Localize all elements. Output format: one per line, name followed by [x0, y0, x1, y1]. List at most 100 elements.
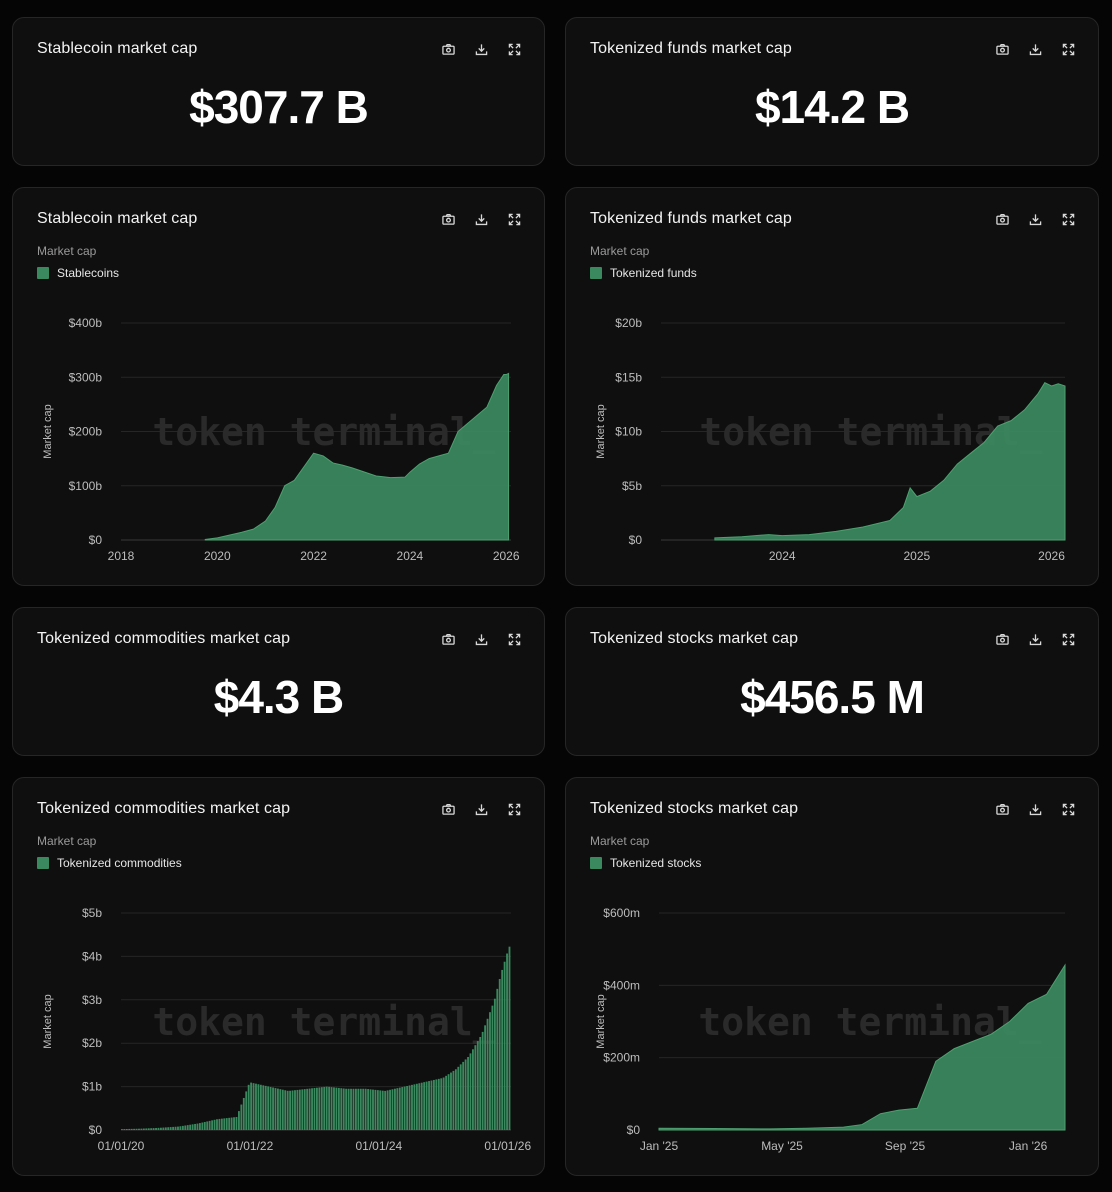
camera-icon[interactable] — [994, 801, 1010, 817]
bar — [413, 1084, 416, 1130]
legend-item[interactable]: Tokenized commodities — [37, 856, 182, 870]
expand-icon[interactable] — [506, 41, 522, 57]
legend-swatch — [37, 857, 49, 869]
bar — [340, 1088, 343, 1130]
download-icon[interactable] — [1027, 631, 1043, 647]
bar — [425, 1081, 428, 1130]
kpi-value: $456.5 M — [740, 671, 925, 723]
legend-item[interactable]: Stablecoins — [37, 266, 119, 280]
download-icon[interactable] — [1027, 801, 1043, 817]
card-title: Tokenized stocks market cap — [590, 800, 799, 817]
bar — [374, 1089, 377, 1130]
camera-icon[interactable] — [994, 41, 1010, 57]
x-tick-label: 01/01/26 — [484, 1139, 531, 1153]
camera-icon[interactable] — [994, 211, 1010, 227]
bar — [142, 1128, 145, 1130]
chart-plot[interactable]: $0 $1b $2b $3b $4b $5b token terminal_ Market c… — [13, 778, 546, 1177]
bar — [203, 1121, 206, 1130]
bar — [235, 1117, 238, 1130]
download-icon[interactable] — [473, 631, 489, 647]
camera-icon[interactable] — [440, 801, 456, 817]
bar — [469, 1053, 472, 1130]
y-tick-label: $15b — [615, 370, 642, 384]
expand-icon[interactable] — [506, 631, 522, 647]
legend-item[interactable]: Tokenized stocks — [590, 856, 701, 870]
expand-icon[interactable] — [506, 211, 522, 227]
card-title: Tokenized commodities market cap — [37, 630, 291, 647]
x-tick-label: 2022 — [300, 549, 327, 563]
bar — [211, 1120, 214, 1130]
bar — [457, 1066, 460, 1130]
bar — [242, 1097, 245, 1130]
chart-subtitle: Market cap — [590, 244, 650, 258]
card-title: Stablecoin market cap — [37, 40, 198, 57]
kpi-card-stocks: Tokenized stocks market cap $456.5 M — [565, 607, 1099, 756]
bar — [318, 1087, 321, 1130]
bar — [418, 1083, 421, 1130]
bar — [296, 1089, 299, 1130]
card-title: Tokenized commodities market cap — [37, 800, 291, 817]
bar — [279, 1089, 282, 1130]
bar — [506, 953, 508, 1130]
bar — [428, 1081, 430, 1130]
bar — [384, 1090, 387, 1130]
card-actions — [994, 41, 1076, 57]
bar — [454, 1069, 457, 1130]
camera-icon[interactable] — [440, 631, 456, 647]
expand-icon[interactable] — [1060, 41, 1076, 57]
bar — [218, 1118, 221, 1130]
area-series — [714, 382, 1066, 541]
camera-icon[interactable] — [994, 631, 1010, 647]
x-tick-label: 2026 — [493, 549, 520, 563]
bar — [313, 1088, 316, 1130]
y-tick-label: $2b — [82, 1036, 102, 1050]
bar — [162, 1127, 165, 1130]
expand-icon[interactable] — [1060, 801, 1076, 817]
bar — [398, 1087, 401, 1130]
y-tick-label: $400m — [603, 978, 640, 992]
kpi-card-funds: Tokenized funds market cap $14.2 B — [565, 17, 1099, 166]
bar — [462, 1061, 465, 1130]
bar — [433, 1079, 435, 1130]
expand-icon[interactable] — [1060, 211, 1076, 227]
legend-label: Tokenized stocks — [610, 856, 702, 870]
x-tick-label: Sep '25 — [885, 1139, 926, 1153]
camera-icon[interactable] — [440, 41, 456, 57]
bar — [401, 1087, 404, 1130]
legend-label: Stablecoins — [57, 266, 120, 280]
area-series — [204, 372, 510, 541]
bar — [308, 1088, 311, 1130]
bar — [291, 1090, 294, 1130]
download-icon[interactable] — [473, 801, 489, 817]
bar — [177, 1126, 179, 1130]
download-icon[interactable] — [1027, 41, 1043, 57]
bar — [467, 1056, 469, 1130]
expand-icon[interactable] — [1060, 631, 1076, 647]
bar — [206, 1121, 209, 1130]
bar — [430, 1080, 433, 1130]
download-icon[interactable] — [473, 41, 489, 57]
y-tick-label: $200m — [603, 1051, 640, 1065]
expand-icon[interactable] — [506, 801, 522, 817]
bar — [223, 1118, 226, 1130]
legend-item[interactable]: Tokenized funds — [590, 266, 697, 280]
bar — [262, 1085, 265, 1130]
download-icon[interactable] — [473, 211, 489, 227]
y-axis-label: Market cap — [595, 404, 607, 458]
bar — [311, 1088, 313, 1130]
bar — [369, 1089, 372, 1130]
bar — [277, 1088, 279, 1130]
chart-plot[interactable]: $0 $100b $200b $300b $400b token terminal_ Mar… — [13, 188, 546, 587]
bar — [157, 1127, 160, 1130]
bar — [403, 1086, 406, 1130]
download-icon[interactable] — [1027, 211, 1043, 227]
bar — [267, 1086, 270, 1130]
bar — [216, 1119, 218, 1130]
camera-icon[interactable] — [440, 211, 456, 227]
bar — [201, 1122, 204, 1130]
bar — [415, 1083, 418, 1130]
bar — [123, 1129, 126, 1130]
bar — [164, 1127, 167, 1130]
